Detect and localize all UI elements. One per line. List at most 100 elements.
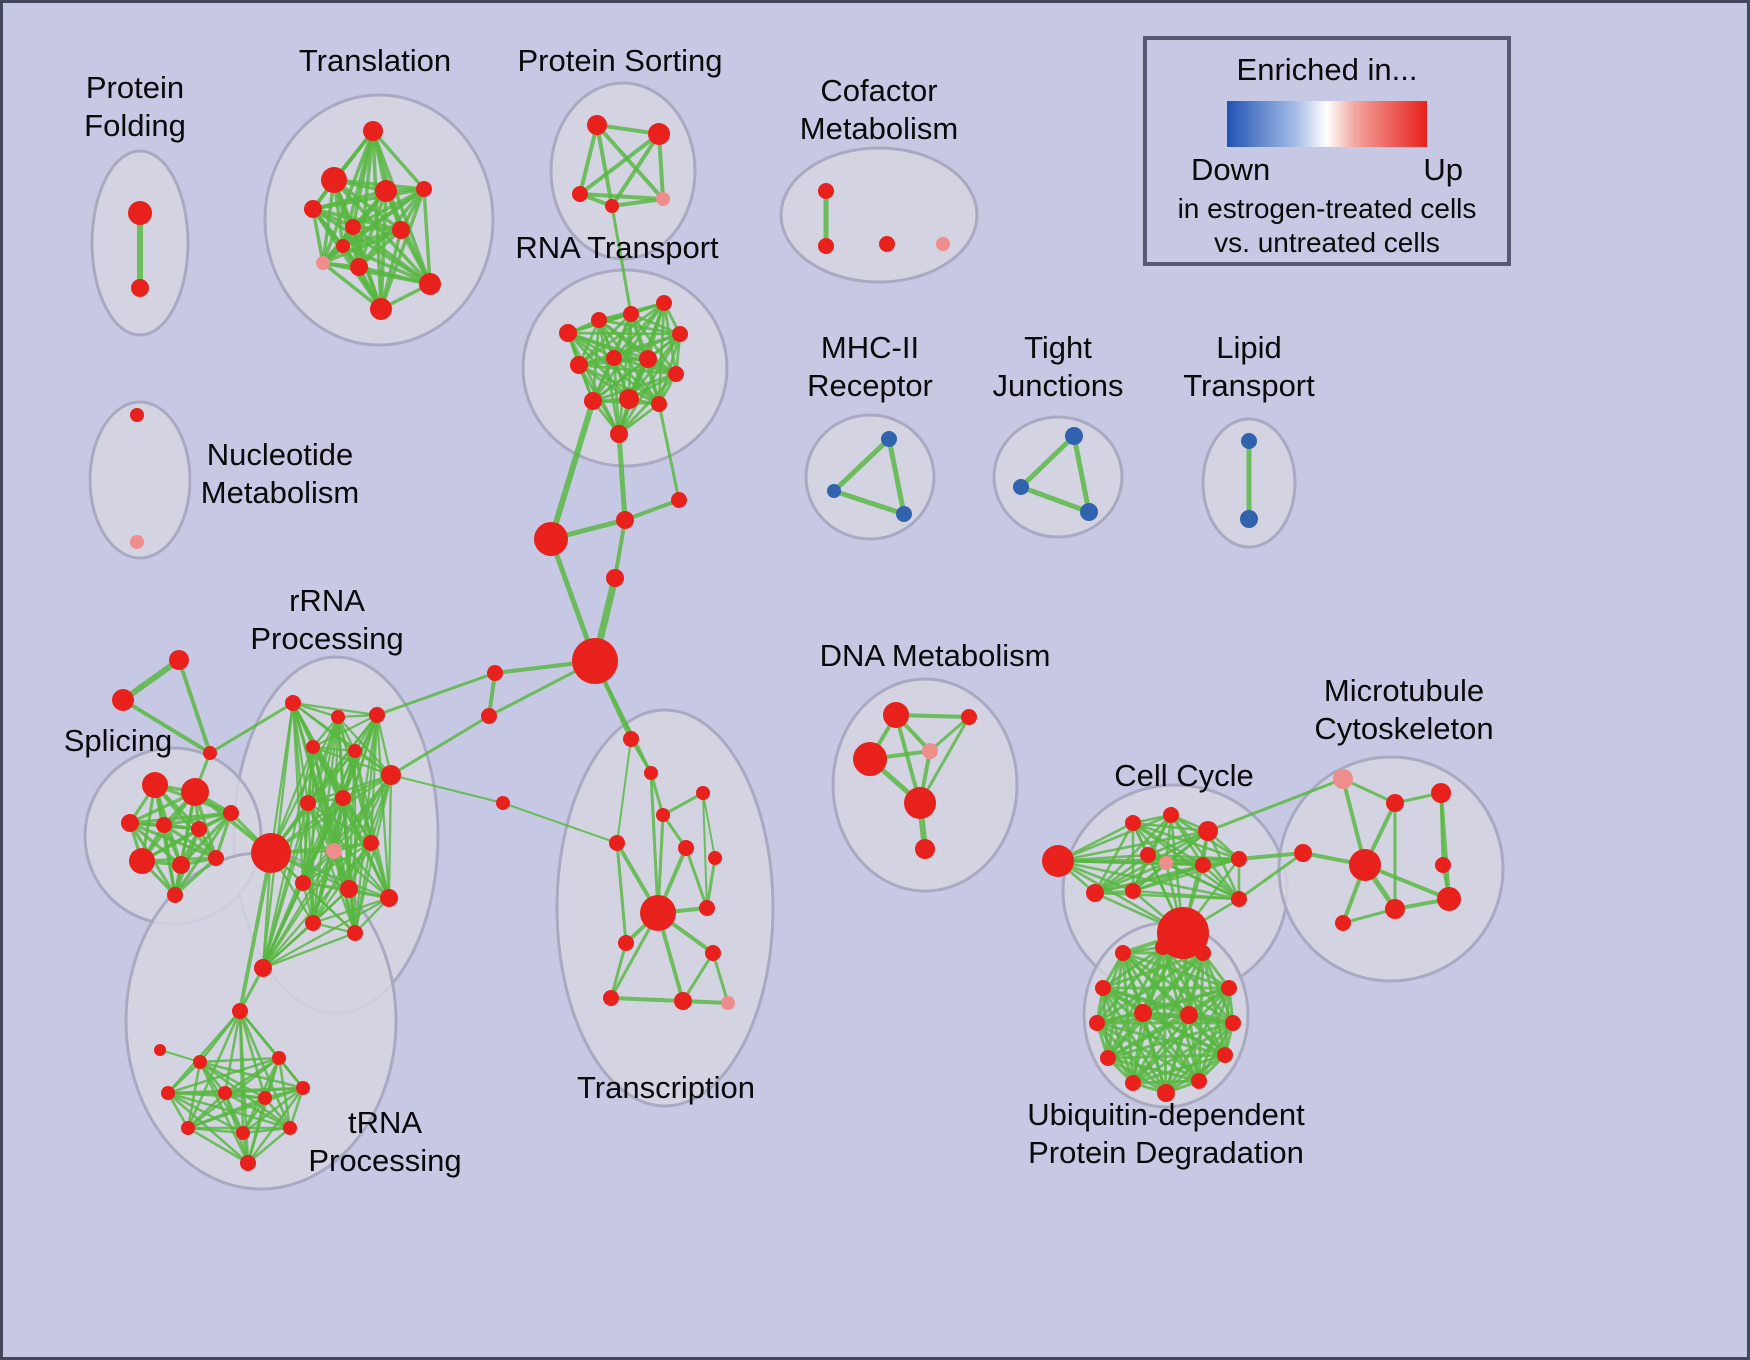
graph-edge <box>1018 433 1077 490</box>
cluster-label-protein-folding: Protein <box>86 70 184 105</box>
graph-node-protein-sorting <box>648 123 670 145</box>
graph-edge <box>1093 857 1241 895</box>
graph-edge <box>128 821 218 860</box>
graph-edge <box>1131 857 1241 893</box>
graph-node-ubiquitin-degradation <box>1195 945 1211 961</box>
graph-edge <box>591 357 650 403</box>
graph-edge <box>301 841 373 885</box>
graph-edge <box>578 123 599 196</box>
graph-node-mhc-ii-receptor <box>881 431 897 447</box>
graph-node-microtubule-cytoskeleton <box>1335 915 1351 931</box>
graph-edge <box>166 1056 281 1095</box>
graph-node-tight-junctions <box>1065 427 1083 445</box>
graph-node-cell-cycle <box>1163 807 1179 823</box>
graph-edge <box>705 856 717 910</box>
graph-node-translation <box>321 167 347 193</box>
graph-node-rrna-processing <box>369 707 385 723</box>
legend-axis-labels: Down Up <box>1191 152 1463 188</box>
graph-node-microtubule-cytoskeleton <box>1294 844 1312 862</box>
graph-edge <box>1106 945 1165 1060</box>
graph-node-rrna-processing <box>363 835 379 851</box>
graph-node-cell-cycle <box>1231 851 1247 867</box>
graph-edge <box>1187 951 1205 1017</box>
graph-edge <box>379 228 403 311</box>
graph-edge <box>831 488 907 517</box>
graph-node-microtubule-cytoskeleton <box>1385 899 1405 919</box>
graph-edge <box>301 801 310 885</box>
graph-edge <box>311 187 426 211</box>
cluster-label-protein-folding: Folding <box>84 108 186 143</box>
graph-edge <box>261 896 391 970</box>
graph-node-rrna-processing <box>254 959 272 977</box>
graph-edge <box>1141 1011 1201 1083</box>
cluster-ellipse-cofactor-metabolism <box>779 146 979 284</box>
cluster-label-rna-transport: RNA Transport <box>515 230 719 265</box>
graph-node-trna-processing <box>181 1121 195 1135</box>
graph-node-connectors <box>606 569 624 587</box>
graph-edge <box>1095 1021 1227 1057</box>
legend-caption-line2: vs. untreated cells <box>1214 227 1440 258</box>
graph-edge <box>609 996 685 1003</box>
graph-node-ubiquitin-degradation <box>1180 1006 1198 1024</box>
graph-edge <box>1237 851 1305 901</box>
graph-edge <box>577 301 666 367</box>
legend-title: Enriched in... <box>1236 52 1418 87</box>
graph-node-dna-metabolism <box>961 709 977 725</box>
graph-node-splicing <box>181 778 209 806</box>
graph-edge <box>702 792 716 859</box>
graph-node-rrna-processing <box>305 915 321 931</box>
graph-edge <box>1101 945 1165 990</box>
graph-edge <box>223 1009 242 1095</box>
graph-node-translation <box>304 200 322 218</box>
graph-node-trna-processing <box>258 1091 272 1105</box>
graph-edge <box>657 402 681 502</box>
graph-node-splicing <box>208 850 224 866</box>
graph-edge <box>306 773 393 805</box>
graph-edge <box>1106 1011 1145 1060</box>
graph-node-dna-metabolism <box>853 742 887 776</box>
graph-edge <box>595 123 665 201</box>
graph-node-trna-processing <box>232 1003 248 1019</box>
graph-node-translation <box>392 221 410 239</box>
graph-edge <box>612 356 621 436</box>
graph-edge <box>306 801 315 925</box>
graph-edge <box>241 1086 305 1135</box>
graph-node-rrna-processing <box>381 765 401 785</box>
graph-edge <box>591 372 678 403</box>
graph-edge <box>269 773 393 855</box>
graph-edge <box>198 1056 281 1064</box>
graph-edge <box>173 856 218 897</box>
graph-edge <box>371 129 426 191</box>
graph-edge <box>610 204 633 316</box>
graph-edge <box>353 841 373 935</box>
cluster-label-ubiquitin-degradation: Protein Degradation <box>1028 1135 1304 1170</box>
graph-node-rrna-processing <box>295 875 311 891</box>
graph-edge <box>261 931 357 970</box>
graph-edge <box>120 657 182 703</box>
graph-edge <box>186 1086 305 1130</box>
graph-edge <box>711 951 730 1005</box>
graph-node-rna-transport <box>591 312 607 328</box>
graph-node-trna-processing <box>236 1126 250 1140</box>
graph-edge <box>1164 861 1241 901</box>
graph-node-ubiquitin-degradation <box>1134 1004 1152 1022</box>
graph-node-connectors <box>481 708 497 724</box>
graph-node-rrna-processing <box>335 790 351 806</box>
graph-edge <box>1106 1056 1201 1083</box>
graph-node-translation <box>370 298 392 320</box>
graph-node-transcription <box>656 808 670 822</box>
graph-node-transcription <box>618 935 634 951</box>
graph-edge <box>179 811 233 867</box>
graph-edge <box>1187 1013 1201 1083</box>
graph-edge <box>389 714 491 777</box>
graph-node-cell-cycle <box>1159 856 1173 870</box>
graph-edge <box>1146 829 1210 857</box>
graph-edge <box>246 1086 305 1165</box>
cluster-label-mhc-ii-receptor: MHC-II <box>821 330 919 365</box>
graph-edge <box>548 398 596 542</box>
graph-node-rna-transport <box>584 392 602 410</box>
cluster-label-mhc-ii-receptor: Receptor <box>807 368 933 403</box>
graph-edge <box>681 951 715 1003</box>
graph-edge <box>422 187 432 286</box>
graph-edge <box>502 802 618 844</box>
